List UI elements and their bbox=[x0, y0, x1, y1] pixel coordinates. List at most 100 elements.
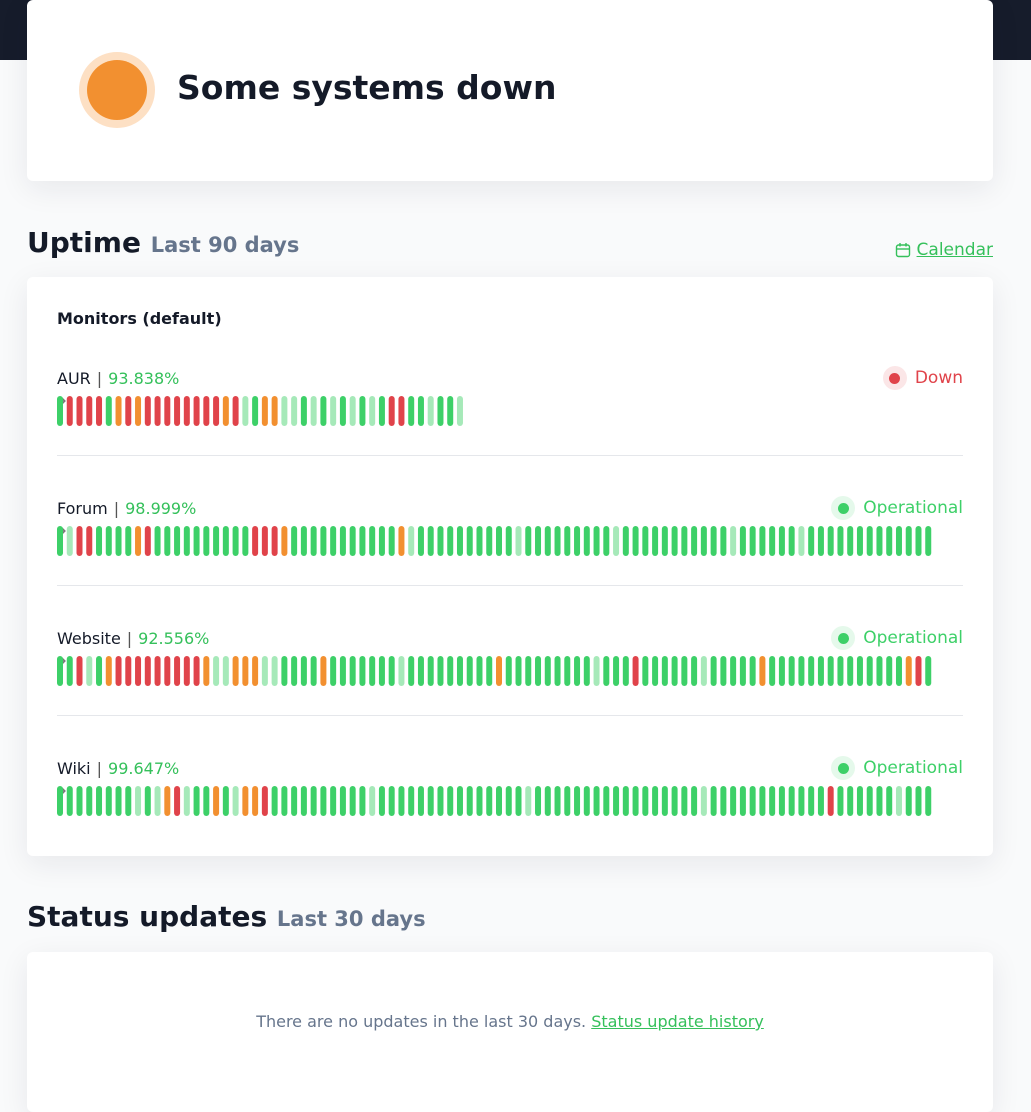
day-bar bbox=[603, 526, 610, 556]
day-bar bbox=[242, 786, 249, 816]
status-text: Operational bbox=[863, 758, 963, 778]
day-bar bbox=[739, 526, 746, 556]
day-bar bbox=[856, 656, 863, 686]
day-bar bbox=[408, 656, 415, 686]
day-bar bbox=[57, 526, 63, 556]
day-bar bbox=[164, 656, 171, 686]
day-bar bbox=[369, 656, 376, 686]
day-bar bbox=[125, 656, 132, 686]
day-bar bbox=[895, 656, 902, 686]
day-bar bbox=[915, 526, 922, 556]
status-text: Operational bbox=[863, 628, 963, 648]
day-bar bbox=[661, 656, 668, 686]
day-bar bbox=[681, 786, 688, 816]
day-bar bbox=[544, 526, 551, 556]
day-bar bbox=[271, 786, 278, 816]
monitor-label: Wiki | 99.647% bbox=[57, 757, 179, 795]
uptime-subtitle: Last 90 days bbox=[150, 233, 300, 257]
day-bar bbox=[115, 656, 122, 686]
status-banner: Some systems down bbox=[27, 0, 993, 181]
calendar-text[interactable]: Calendar bbox=[916, 240, 993, 260]
day-bar bbox=[622, 526, 629, 556]
day-bar bbox=[837, 786, 844, 816]
day-bar bbox=[193, 656, 200, 686]
day-bar bbox=[222, 396, 229, 426]
day-bar bbox=[232, 786, 239, 816]
day-bar bbox=[515, 656, 522, 686]
day-bar bbox=[213, 656, 220, 686]
day-bar bbox=[174, 526, 181, 556]
day-bar bbox=[281, 526, 288, 556]
day-bar bbox=[349, 526, 356, 556]
monitor-name[interactable]: Forum bbox=[57, 498, 108, 518]
day-bar bbox=[437, 786, 444, 816]
day-bar bbox=[837, 526, 844, 556]
day-bar bbox=[76, 786, 83, 816]
day-bar bbox=[183, 526, 190, 556]
monitor-label: Forum | 98.999% bbox=[57, 497, 196, 535]
day-bar bbox=[661, 786, 668, 816]
day-bar bbox=[788, 656, 795, 686]
day-bar bbox=[76, 396, 83, 426]
day-bar bbox=[203, 786, 210, 816]
day-bar bbox=[535, 526, 542, 556]
day-bar bbox=[847, 656, 854, 686]
day-bar bbox=[895, 786, 902, 816]
day-bar bbox=[144, 526, 151, 556]
day-bar bbox=[57, 396, 63, 426]
day-bar bbox=[476, 656, 483, 686]
day-bar bbox=[203, 396, 210, 426]
day-bar bbox=[525, 786, 532, 816]
day-bar bbox=[817, 786, 824, 816]
updates-title: Status updates bbox=[27, 900, 268, 933]
day-bar bbox=[57, 786, 63, 816]
day-bar bbox=[398, 656, 405, 686]
group-title: Monitors (default) bbox=[57, 309, 222, 328]
day-bar bbox=[174, 786, 181, 816]
day-bar bbox=[515, 786, 522, 816]
status-pip bbox=[837, 762, 849, 774]
day-bar bbox=[369, 526, 376, 556]
monitor-status: Operational bbox=[831, 626, 963, 650]
day-bar bbox=[339, 396, 346, 426]
day-bar bbox=[876, 786, 883, 816]
day-bar bbox=[535, 656, 542, 686]
monitor-name[interactable]: Wiki bbox=[57, 758, 91, 778]
day-bar bbox=[632, 656, 639, 686]
day-bar bbox=[66, 526, 73, 556]
day-bar bbox=[417, 396, 424, 426]
day-bar bbox=[135, 656, 142, 686]
day-bar bbox=[817, 656, 824, 686]
separator: | bbox=[96, 758, 103, 778]
day-bar bbox=[466, 786, 473, 816]
day-bar bbox=[720, 656, 727, 686]
day-bar bbox=[564, 526, 571, 556]
day-bar bbox=[349, 656, 356, 686]
day-bar bbox=[837, 656, 844, 686]
calendar-link[interactable]: Calendar bbox=[895, 240, 993, 260]
day-bar bbox=[330, 786, 337, 816]
day-bar bbox=[281, 656, 288, 686]
day-bar bbox=[593, 526, 600, 556]
day-bar bbox=[817, 526, 824, 556]
day-bar bbox=[349, 786, 356, 816]
day-bar bbox=[652, 656, 659, 686]
monitor-name[interactable]: Website bbox=[57, 628, 121, 648]
day-bar bbox=[86, 396, 93, 426]
day-bar bbox=[154, 526, 161, 556]
day-bar bbox=[320, 656, 327, 686]
day-bar bbox=[66, 656, 73, 686]
day-bar bbox=[827, 656, 834, 686]
day-bar bbox=[905, 786, 912, 816]
day-bar bbox=[320, 786, 327, 816]
day-bar bbox=[261, 396, 268, 426]
no-updates-text: There are no updates in the last 30 days… bbox=[256, 1012, 587, 1031]
monitor-name[interactable]: AUR bbox=[57, 368, 91, 388]
day-bar bbox=[749, 526, 756, 556]
day-bar bbox=[856, 526, 863, 556]
day-bar bbox=[447, 526, 454, 556]
day-bar bbox=[427, 656, 434, 686]
calendar-icon bbox=[895, 243, 910, 258]
day-bar bbox=[378, 526, 385, 556]
history-link[interactable]: Status update history bbox=[591, 1012, 764, 1031]
